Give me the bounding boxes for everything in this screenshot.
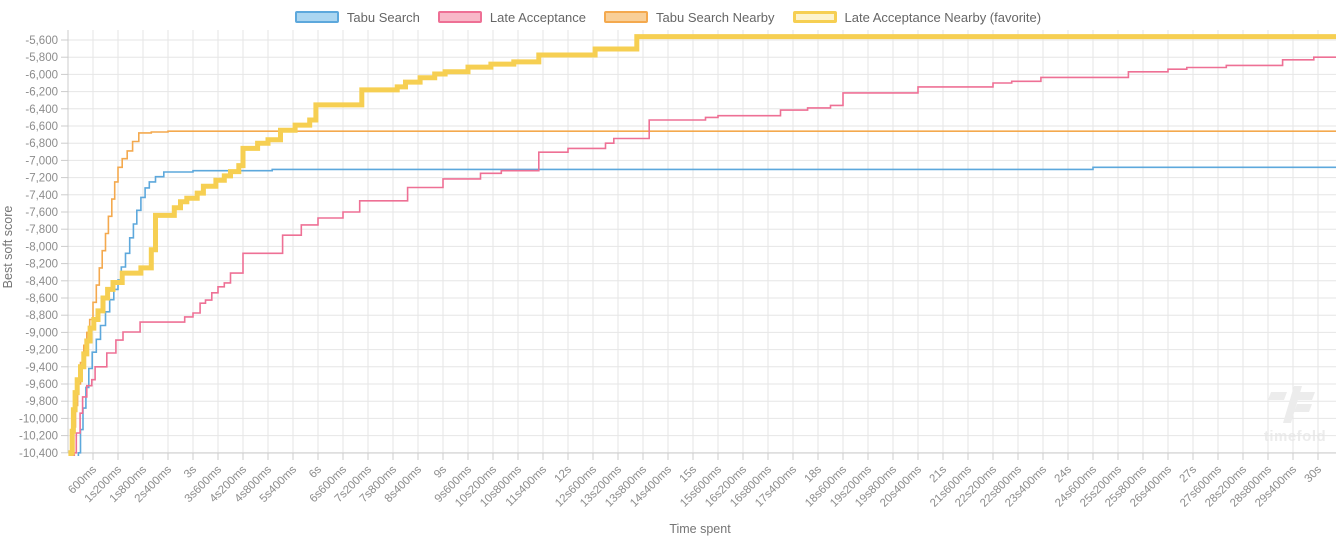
- x-tick-label: 9s: [432, 463, 449, 480]
- legend-swatch-late-acceptance: [437, 11, 482, 23]
- grid-lines: [68, 30, 1336, 454]
- series-line-tabu-search-nearby: [71, 130, 1336, 456]
- y-tick-label: -8,600: [25, 293, 58, 305]
- y-tick-label: -7,400: [25, 190, 58, 202]
- y-tick-label: -8,200: [25, 259, 58, 271]
- y-tick-label: -8,400: [25, 276, 58, 288]
- legend-item-tabu-search-nearby[interactable]: Tabu Search Nearby: [604, 10, 775, 25]
- legend-label: Late Acceptance: [489, 9, 587, 25]
- y-tick-label: -7,000: [25, 155, 58, 167]
- x-axis-title: Time spent: [669, 522, 731, 536]
- legend-swatch-late-acceptance-nearby: [792, 11, 837, 23]
- x-tick-label: 6s: [307, 463, 324, 480]
- series-line-late-acceptance-nearby-favorite: [68, 34, 1336, 456]
- y-tick-label: -7,200: [25, 173, 58, 185]
- legend-label: Tabu Search Nearby: [656, 9, 775, 25]
- y-tick-label: -10,200: [19, 431, 58, 443]
- series-line-late-acceptance: [73, 56, 1336, 456]
- y-tick-label: -6,800: [25, 138, 58, 150]
- y-tick-label: -5,800: [25, 52, 58, 64]
- y-tick-label: -9,000: [25, 327, 58, 339]
- y-tick-label: -7,800: [25, 224, 58, 236]
- legend-item-tabu-search[interactable]: Tabu Search: [294, 9, 420, 25]
- timefold-watermark: timefold: [1263, 428, 1327, 445]
- y-tick-label: -5,600: [25, 35, 58, 47]
- y-axis-title: Best soft score: [1, 206, 15, 289]
- y-tick-label: -9,200: [25, 345, 58, 357]
- timefold-logo-icon: [1268, 386, 1315, 423]
- x-tick-label: 3s: [182, 463, 199, 480]
- series-line-tabu-search: [77, 166, 1336, 456]
- chart-legend: Tabu Search Late Acceptance Tabu Search …: [0, 6, 1336, 28]
- legend-item-late-acceptance[interactable]: Late Acceptance: [437, 9, 587, 25]
- x-tick-label: 30s: [1303, 463, 1325, 485]
- y-tick-label: -6,200: [25, 87, 58, 99]
- y-tick-label: -6,600: [25, 121, 58, 133]
- y-tick-label: -6,400: [25, 104, 58, 116]
- axes: -5,600 -5,800 -6,000 -6,200 -6,400 -6,600 -6,8…: [19, 30, 1336, 510]
- y-tick-label: -10,400: [19, 448, 58, 460]
- legend-swatch-tabu-search: [294, 11, 339, 23]
- y-tick-label: -7,600: [25, 207, 58, 219]
- y-tick-label: -10,000: [19, 413, 58, 425]
- legend-label: Late Acceptance Nearby (favorite): [844, 9, 1042, 25]
- y-tick-label: -8,000: [25, 241, 58, 253]
- y-tick-label: -9,400: [25, 362, 58, 374]
- y-tick-label: -6,000: [25, 69, 58, 81]
- y-tick-label: -9,800: [25, 396, 58, 408]
- y-tick-label: -9,600: [25, 379, 58, 391]
- y-tick-label: -8,800: [25, 310, 58, 322]
- legend-item-late-acceptance-nearby[interactable]: Late Acceptance Nearby (favorite): [792, 9, 1042, 25]
- data-series: [68, 34, 1336, 456]
- legend-label: Tabu Search: [346, 9, 420, 25]
- legend-swatch-tabu-search-nearby: [604, 11, 649, 23]
